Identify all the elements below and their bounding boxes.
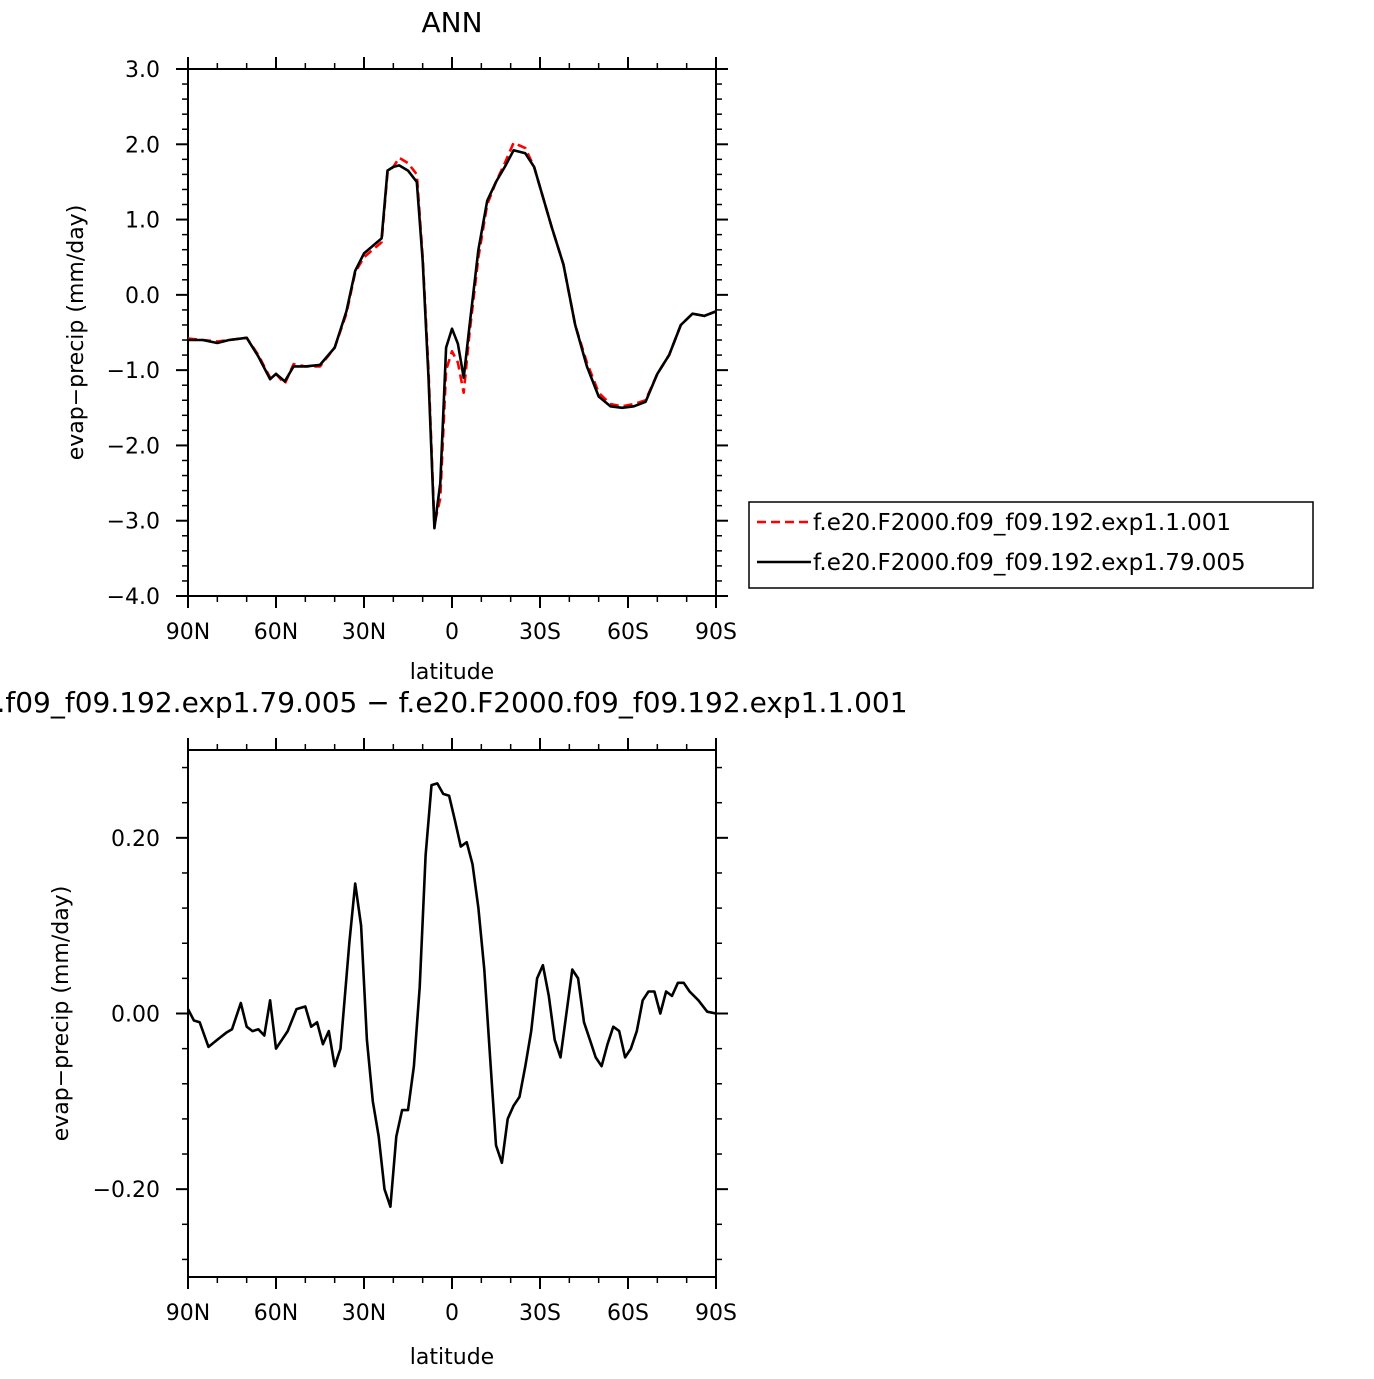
x-tick-label: 60S (607, 620, 649, 645)
legend-entry-2: f.e20.F2000.f09_f09.192.exp1.79.005 (813, 550, 1246, 576)
x-tick-label: 90S (695, 1301, 737, 1326)
series-line-1-2 (188, 149, 717, 530)
x-tick-label: 0 (445, 1301, 459, 1326)
x-tick-label: 90N (166, 1301, 210, 1326)
y-tick-label: −2.0 (107, 434, 160, 459)
x-tick-label: 60N (254, 1301, 298, 1326)
x-tick-label: 90S (695, 620, 737, 645)
y-tick-label: −3.0 (107, 510, 160, 535)
y-tick-label: −4.0 (107, 585, 160, 610)
x-axis-label-1: latitude (410, 660, 494, 685)
y-tick-label: 0.0 (125, 284, 160, 309)
y-tick-label: −1.0 (107, 359, 160, 384)
series-line-2-1 (186, 782, 717, 1208)
x-tick-label: 60N (254, 620, 298, 645)
y-tick-label: 0.00 (111, 1003, 160, 1028)
x-tick-label: 60S (607, 1301, 649, 1326)
y-axis-label-1: evap−precip (mm/day) (64, 205, 89, 461)
y-tick-label: 0.20 (111, 827, 160, 852)
series-line-1-1 (187, 141, 717, 526)
x-tick-label: 30N (342, 620, 386, 645)
y-tick-label: −0.20 (93, 1178, 160, 1203)
x-axis-label-2: latitude (410, 1345, 494, 1370)
y-tick-label: 2.0 (125, 133, 160, 158)
legend-box (748, 501, 1314, 589)
x-tick-label: 30N (342, 1301, 386, 1326)
x-tick-label: 30S (519, 1301, 561, 1326)
x-tick-label: 30S (519, 620, 561, 645)
x-tick-label: 90N (166, 620, 210, 645)
y-axis-label-2: evap−precip (mm/day) (49, 886, 74, 1142)
x-tick-label: 0 (445, 620, 459, 645)
chart-title-1: ANN (421, 6, 482, 39)
y-tick-label: 1.0 (125, 209, 160, 234)
chart-title-2: .f09_f09.192.exp1.79.005 − f.e20.F2000.f… (0, 686, 908, 719)
legend-entry-1: f.e20.F2000.f09_f09.192.exp1.1.001 (813, 510, 1231, 536)
y-tick-label: 3.0 (125, 58, 160, 83)
